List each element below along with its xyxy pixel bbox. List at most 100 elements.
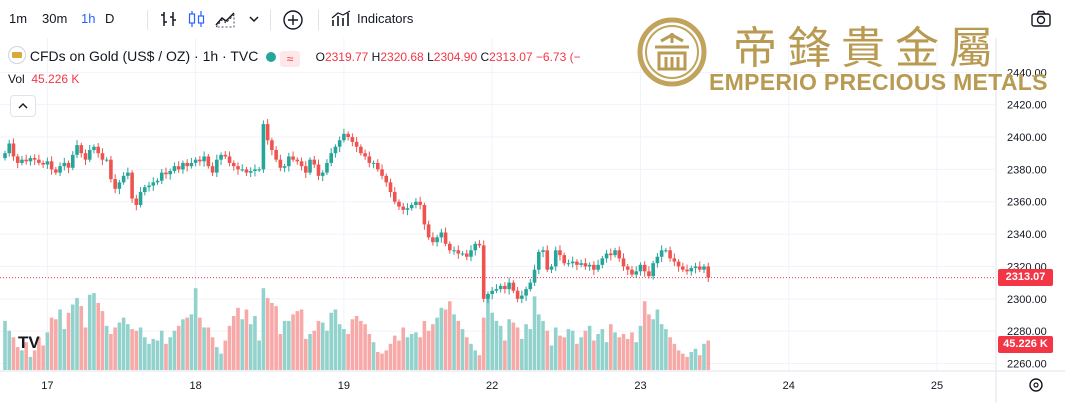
chevron-down-icon[interactable] [246,9,262,29]
volume-bar [325,330,329,370]
volume-bar [295,311,300,370]
volume-bar [596,334,600,370]
candle-body [371,162,376,164]
candle-body [392,192,397,202]
volume-bar [642,301,647,370]
volume-bar [414,332,418,370]
camera-icon[interactable] [1030,9,1052,29]
volume-bar [579,337,583,370]
candle-body [621,258,626,267]
candle-body [494,289,499,291]
candles-chart-type-icon[interactable] [186,9,208,29]
interval-1h[interactable]: 1h [81,11,96,26]
volume-bar [134,330,139,370]
volume-bar [104,325,109,370]
candle-body [3,153,7,159]
volume-bar [625,338,630,370]
candle-body [367,156,372,163]
volume-bar [100,311,105,370]
candle-body [134,198,139,205]
volume-bar [689,352,694,370]
add-symbol-icon[interactable] [282,9,304,31]
candle-body [248,171,253,173]
candle-body [155,180,160,183]
candle-body [32,158,37,160]
volume-bar [282,320,287,370]
candle-body [342,133,346,141]
candle-body [219,154,223,160]
candle-body [536,251,541,270]
candle-body [312,159,317,165]
volume-bar [303,338,308,370]
candle-body [121,175,126,183]
settings-icon[interactable] [1027,376,1045,394]
volume-bar [392,335,397,370]
volume-bar [651,319,655,370]
candle-body [697,266,702,270]
volume-bar [456,320,461,370]
candle-body [426,224,431,238]
volume-bar [287,320,291,370]
volume-bar [227,325,232,370]
interval-1m[interactable]: 1m [9,11,28,26]
volume-bar [333,309,338,370]
volume-bar [28,356,33,370]
volume-bar [176,325,181,370]
bar-chart-type-icon[interactable] [158,9,180,29]
indicators-button[interactable]: Indicators [357,11,414,26]
candle-body [291,156,295,160]
volume-bar [210,337,215,370]
candle-body [104,159,109,161]
candle-body [592,264,596,270]
candle-body [354,141,359,147]
market-status-icon[interactable] [266,52,277,62]
watermark-english-text: EMPERIO PRECIOUS METALS [709,69,1048,95]
candle-body [604,253,609,259]
time-tick-label: 17 [41,380,53,392]
candle-body [261,124,266,170]
interval-d[interactable]: D [105,11,115,26]
candle-body [299,161,304,167]
candle-body [223,154,228,157]
candle-body [583,263,588,267]
candle-body [198,159,202,162]
volume-bar [511,322,516,370]
volume-bar [3,320,7,370]
candle-body [79,145,84,154]
volume-bar [20,350,24,370]
data-wave-icon[interactable]: ≈ [280,51,301,67]
candle-body [83,153,88,160]
indicators-icon[interactable] [330,9,352,29]
candle-body [384,175,389,183]
candle-body [58,166,62,173]
price-tick-label: 2360.00 [1007,197,1047,209]
price-chart[interactable]: 2260.002280.002300.002320.002340.002360.… [0,38,1065,403]
collapse-legend-button[interactable] [10,95,36,117]
symbol-title[interactable]: CFDs on Gold (US$ / OZ) · 1h · TVC [29,48,259,64]
candle-body [558,250,562,256]
volume-bar [528,329,533,370]
candle-body [668,250,672,259]
candle-body [325,162,329,173]
candle-body [240,169,245,171]
candle-body [376,162,380,170]
candle-body [92,146,96,150]
candle-body [96,146,100,154]
candle-body [702,266,706,270]
candle-body [333,146,338,154]
volume-bar [460,329,465,370]
candle-body [270,140,274,150]
volume-bar [604,342,609,370]
candle-body [24,159,28,162]
candle-body [7,143,12,154]
area-chart-type-icon[interactable] [214,9,238,29]
interval-30m[interactable]: 30m [42,11,68,26]
volume-label[interactable]: Vol [8,72,25,86]
volume-bar [431,324,435,370]
volume-bar [566,329,571,370]
candle-body [464,253,469,257]
volume-bar [706,340,711,370]
price-tick-label: 2440.00 [1007,67,1047,79]
volume-bar [113,327,117,370]
volume-bar [600,329,605,370]
